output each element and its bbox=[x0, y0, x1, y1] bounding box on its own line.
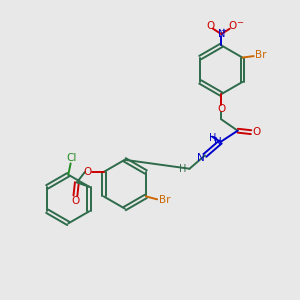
Text: Cl: Cl bbox=[66, 153, 76, 163]
Text: N: N bbox=[218, 29, 225, 39]
Text: H: H bbox=[209, 134, 216, 143]
Text: O: O bbox=[253, 127, 261, 137]
Text: −: − bbox=[236, 18, 243, 27]
Text: O: O bbox=[71, 196, 80, 206]
Text: Br: Br bbox=[158, 195, 170, 205]
Text: H: H bbox=[179, 164, 187, 174]
Text: N: N bbox=[214, 137, 221, 147]
Text: N: N bbox=[197, 153, 204, 163]
Text: +: + bbox=[220, 28, 226, 34]
Text: O: O bbox=[84, 167, 92, 177]
Text: Br: Br bbox=[255, 50, 267, 61]
Text: O: O bbox=[206, 21, 215, 31]
Text: O: O bbox=[217, 104, 226, 114]
Text: O: O bbox=[229, 21, 237, 31]
